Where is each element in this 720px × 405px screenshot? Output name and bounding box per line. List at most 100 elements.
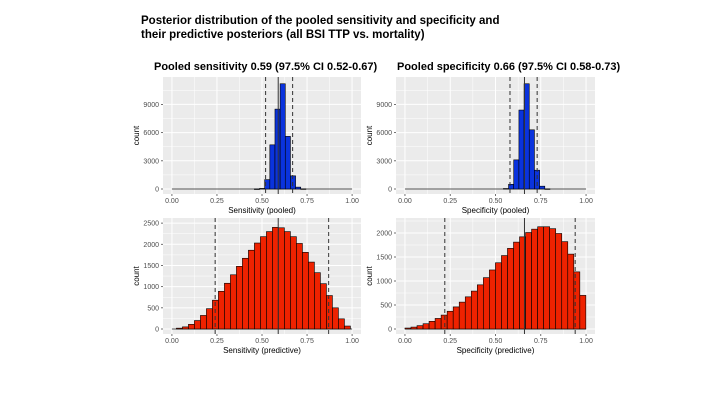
sens-pooled-bar <box>259 188 265 190</box>
sens-predictive-bar <box>266 231 273 330</box>
sens-predictive-bar <box>284 231 291 330</box>
spec-pooled-bar <box>539 185 546 190</box>
sens-predictive-bar <box>308 261 315 330</box>
spec-pooled-xtick-label: 0.75 <box>534 198 548 205</box>
spec-predictive-xtick-label: 0.00 <box>398 338 412 345</box>
spec-pooled-ytick-label: 0 <box>388 187 392 194</box>
sens-predictive-xtick-label: 1.00 <box>345 338 359 345</box>
sens-pooled-ytick-label: 6000 <box>143 130 159 137</box>
spec-predictive-bar <box>422 323 430 330</box>
sens-pooled-bar <box>295 186 302 190</box>
spec-predictive-ytick-label: 0 <box>388 327 392 334</box>
spec-predictive-bar <box>410 326 418 330</box>
sens-pooled-ytick-label: 0 <box>155 187 159 194</box>
sens-predictive-xtick-label: 0.75 <box>300 338 314 345</box>
sens-pooled-bar <box>269 144 276 190</box>
sens-predictive-ytick-label: 1000 <box>143 284 159 291</box>
sens-predictive-bar <box>296 243 303 330</box>
sens-predictive-ytick-label: 0 <box>155 327 159 334</box>
spec-pooled-bar <box>534 169 540 190</box>
sens-predictive-bar <box>332 307 339 330</box>
spec-predictive-bar <box>446 310 454 330</box>
sens-pooled-xlabel: Sensitivity (pooled) <box>228 206 296 215</box>
sens-predictive-bar <box>302 252 309 330</box>
spec-predictive-ytick-label: 1000 <box>376 279 392 286</box>
sens-predictive-bar <box>320 283 327 330</box>
spec-pooled-ytick-label: 3000 <box>376 158 392 165</box>
sens-predictive-bar <box>248 249 255 330</box>
sens-pooled-bar <box>254 188 260 190</box>
spec-pooled-bar <box>503 188 509 190</box>
spec-predictive-bar <box>489 269 496 330</box>
spec-pooled-xtick-label: 0.00 <box>398 198 412 205</box>
spec-predictive-bar <box>452 306 460 330</box>
spec-predictive-xtick-label: 1.00 <box>579 338 593 345</box>
spec-predictive-bar <box>458 301 466 330</box>
sens-pooled-xtick-label: 0.50 <box>255 198 269 205</box>
sens-predictive-bar <box>272 227 279 330</box>
spec-predictive-bar <box>404 327 412 330</box>
sens-predictive-bar <box>182 326 189 330</box>
sens-predictive-bar <box>206 308 213 330</box>
sens-predictive-bar <box>260 236 267 330</box>
sens-predictive-xtick-label: 0.00 <box>165 338 179 345</box>
sens-predictive-ylabel: count <box>132 265 141 285</box>
spec-predictive-ytick-label: 1500 <box>376 255 392 262</box>
spec-predictive-xlabel: Specificity (predictive) <box>457 346 535 355</box>
spec-pooled-bar <box>518 109 525 190</box>
sens-pooled-bar <box>284 136 291 190</box>
spec-predictive-bar <box>513 241 520 330</box>
spec-pooled-bar <box>508 184 515 190</box>
sens-predictive-ytick-label: 2500 <box>143 221 159 228</box>
sens-predictive-bar <box>236 266 243 330</box>
sens-pooled-xtick-label: 0.75 <box>300 198 314 205</box>
spec-pooled-xtick-label: 0.25 <box>443 198 457 205</box>
sens-predictive-bar <box>218 291 225 330</box>
spec-predictive-xtick-label: 0.25 <box>443 338 457 345</box>
spec-pooled-bar <box>513 159 520 190</box>
spec-predictive-bar <box>555 233 563 330</box>
sens-predictive-bar <box>194 320 201 330</box>
sens-predictive-ytick-label: 500 <box>147 305 159 312</box>
spec-predictive-bar <box>464 296 472 330</box>
spec-pooled-ytick-label: 9000 <box>376 102 392 109</box>
sens-pooled-xtick-label: 0.25 <box>210 198 224 205</box>
spec-predictive-bar <box>525 232 532 330</box>
slide-title-line1: Posterior distribution of the pooled sen… <box>141 15 500 27</box>
sens-pooled-xtick-label: 0.00 <box>165 198 179 205</box>
sens-predictive-bar <box>188 324 195 330</box>
sens-predictive-xlabel: Sensitivity (predictive) <box>223 346 301 355</box>
spec-predictive-bar <box>573 271 581 330</box>
slide-title-line2: their predictive posteriors (all BSI TTP… <box>141 29 425 41</box>
spec-pooled-xtick-label: 1.00 <box>579 198 593 205</box>
spec-predictive-bar <box>501 255 508 330</box>
sens-pooled-bar <box>274 108 281 190</box>
slide-title: Posterior distribution of the pooled sen… <box>141 14 521 42</box>
spec-predictive-bar <box>440 314 448 330</box>
sens-predictive-bar <box>224 282 231 330</box>
sens-pooled-title: Pooled sensitivity 0.59 (97.5% CI 0.52-0… <box>154 61 378 73</box>
spec-predictive-ytick-label: 500 <box>380 303 392 310</box>
spec-predictive-xtick-label: 0.75 <box>534 338 548 345</box>
sens-pooled-bar <box>279 83 286 190</box>
spec-predictive-bar <box>579 295 587 330</box>
spec-predictive-bar <box>477 284 484 330</box>
spec-predictive-bar <box>434 318 442 330</box>
spec-predictive-bar <box>567 253 575 330</box>
spec-predictive-bar <box>531 228 538 330</box>
spec-predictive-ytick-label: 2000 <box>376 231 392 238</box>
spec-predictive-bar <box>495 262 502 330</box>
spec-predictive-bar <box>549 228 557 330</box>
spec-pooled-xtick-label: 0.50 <box>489 198 503 205</box>
spec-predictive-bar <box>543 226 550 330</box>
sens-predictive-bar <box>176 327 183 330</box>
spec-predictive-bar <box>428 321 436 330</box>
spec-predictive-ylabel: count <box>365 265 374 285</box>
spec-predictive-xtick-label: 0.50 <box>489 338 503 345</box>
sens-predictive-xtick-label: 0.25 <box>210 338 224 345</box>
spec-pooled-title: Pooled specificity 0.66 (97.5% CI 0.58-0… <box>397 61 621 73</box>
spec-pooled-bar <box>528 129 535 190</box>
spec-pooled-bar <box>544 188 551 190</box>
spec-predictive-bar <box>507 248 514 330</box>
